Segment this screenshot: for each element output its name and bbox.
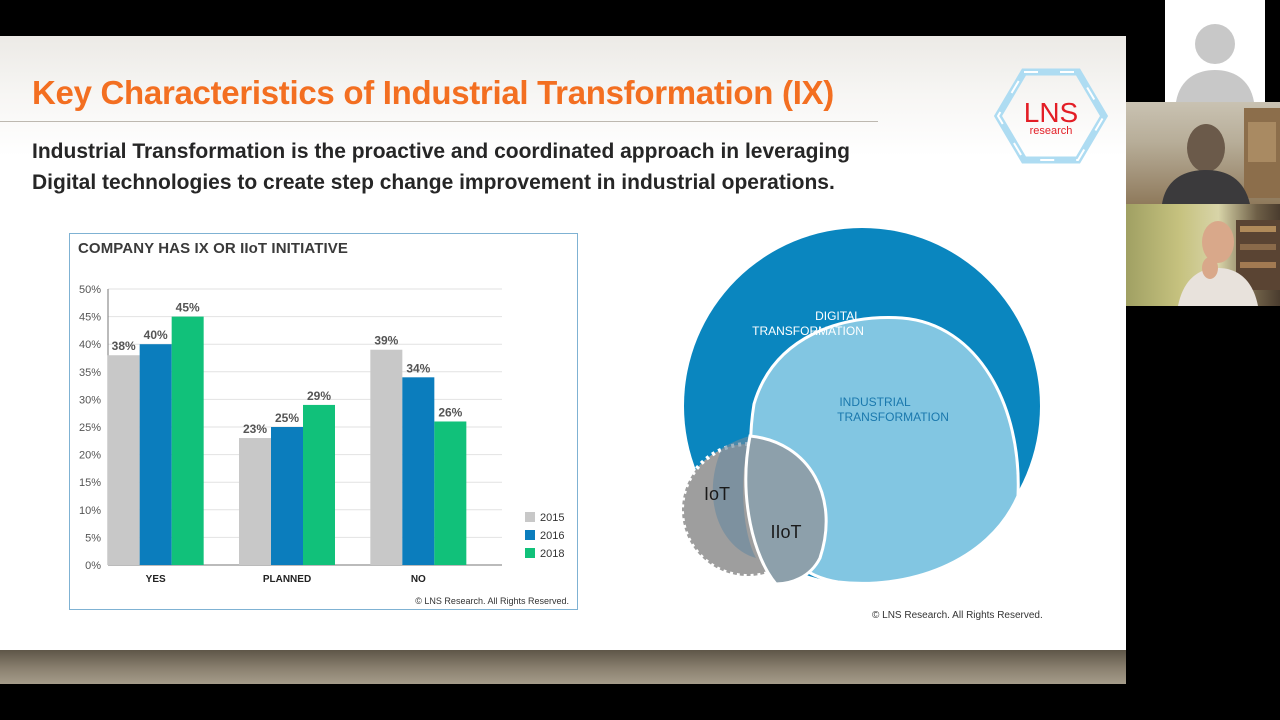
venn-inner-label: TRANSFORMATION [837,410,949,424]
y-tick-label: 40% [79,339,101,351]
participant-silhouette [1162,124,1250,204]
bar-value-label: 29% [307,389,331,403]
venn-diagram: DIGITAL TRANSFORMATION INDUSTRIAL TRANSF… [680,228,1040,586]
y-tick-label: 0% [85,560,101,572]
logo-tagline: research [1030,125,1073,137]
subtitle-line: Digital technologies to create step chan… [32,171,835,194]
bar-2015-yes [107,355,140,565]
participant-silhouette [1178,221,1258,306]
legend-label: 2016 [540,530,564,542]
participant-video-tile[interactable] [1126,204,1280,306]
bar-value-label: 25% [275,411,299,425]
legend-swatch [525,530,535,540]
legend-label: 2018 [540,548,564,560]
lns-research-logo: LNS research [994,68,1108,164]
logo-text: LNS [1024,97,1078,128]
bar-2018-no [434,421,467,565]
legend-swatch [525,512,535,522]
x-category-label: PLANNED [263,574,311,585]
venn-outer-label: DIGITAL [815,309,861,323]
venn-copyright: © LNS Research. All Rights Reserved. [872,610,1043,621]
bar-value-label: 45% [176,301,200,315]
bar-value-label: 39% [374,334,398,348]
bar-value-label: 26% [438,405,462,419]
slide-title: Key Characteristics of Industrial Transf… [32,74,834,111]
iot-label: IoT [704,484,730,504]
bar-value-label: 38% [112,339,136,353]
presentation-slide: Key Characteristics of Industrial Transf… [0,36,1126,650]
bar-2016-yes [139,344,172,565]
x-category-label: YES [146,574,166,585]
y-tick-label: 30% [79,394,101,406]
y-tick-label: 5% [85,532,101,544]
bar-2018-planned [303,404,335,565]
iiot-label: IIoT [770,522,801,542]
subtitle-line: Industrial Transformation is the proacti… [32,140,850,163]
y-tick-label: 20% [79,450,101,462]
venn-inner-label: INDUSTRIAL [839,395,911,409]
bar-2016-no [402,377,435,565]
iiot-lens [744,434,828,586]
slide-subtitle: Industrial Transformation is the proacti… [32,136,932,198]
y-tick-label: 10% [79,505,101,517]
chart-title: COMPANY HAS IX OR IIoT INITIATIVE [78,240,348,257]
legend-swatch [525,548,535,558]
y-tick-label: 50% [79,284,101,296]
chart-copyright: © LNS Research. All Rights Reserved. [415,596,569,606]
bar-2018-yes [171,316,204,565]
x-category-label: NO [411,574,426,585]
participant-video-tile[interactable] [1126,102,1280,204]
bar-2015-planned [239,438,271,565]
participant-tile-no-video[interactable] [1126,0,1280,102]
avatar-placeholder-icon [1176,24,1254,102]
title-divider [0,121,878,122]
bar-chart: 0% 5% 10% 15% 20% 25% 30% 35% 40% 45% 50% 38% 40% 45%… [79,284,565,585]
slide-footer-band [0,650,1126,684]
bar-value-label: 34% [406,361,430,375]
bar-2016-planned [271,427,303,565]
y-tick-label: 45% [79,312,101,324]
y-tick-label: 15% [79,477,101,489]
y-tick-label: 35% [79,367,101,379]
venn-outer-label: TRANSFORMATION [752,324,864,338]
bar-value-label: 40% [144,328,168,342]
y-tick-label: 25% [79,422,101,434]
bar-2015-no [370,349,403,565]
bar-value-label: 23% [243,422,267,436]
video-participants-panel [1126,0,1280,720]
bar-chart-panel: 0% 5% 10% 15% 20% 25% 30% 35% 40% 45% 50% 38% 40% 45%… [69,233,578,610]
legend-label: 2015 [540,512,564,524]
iot-overlap [712,436,756,558]
